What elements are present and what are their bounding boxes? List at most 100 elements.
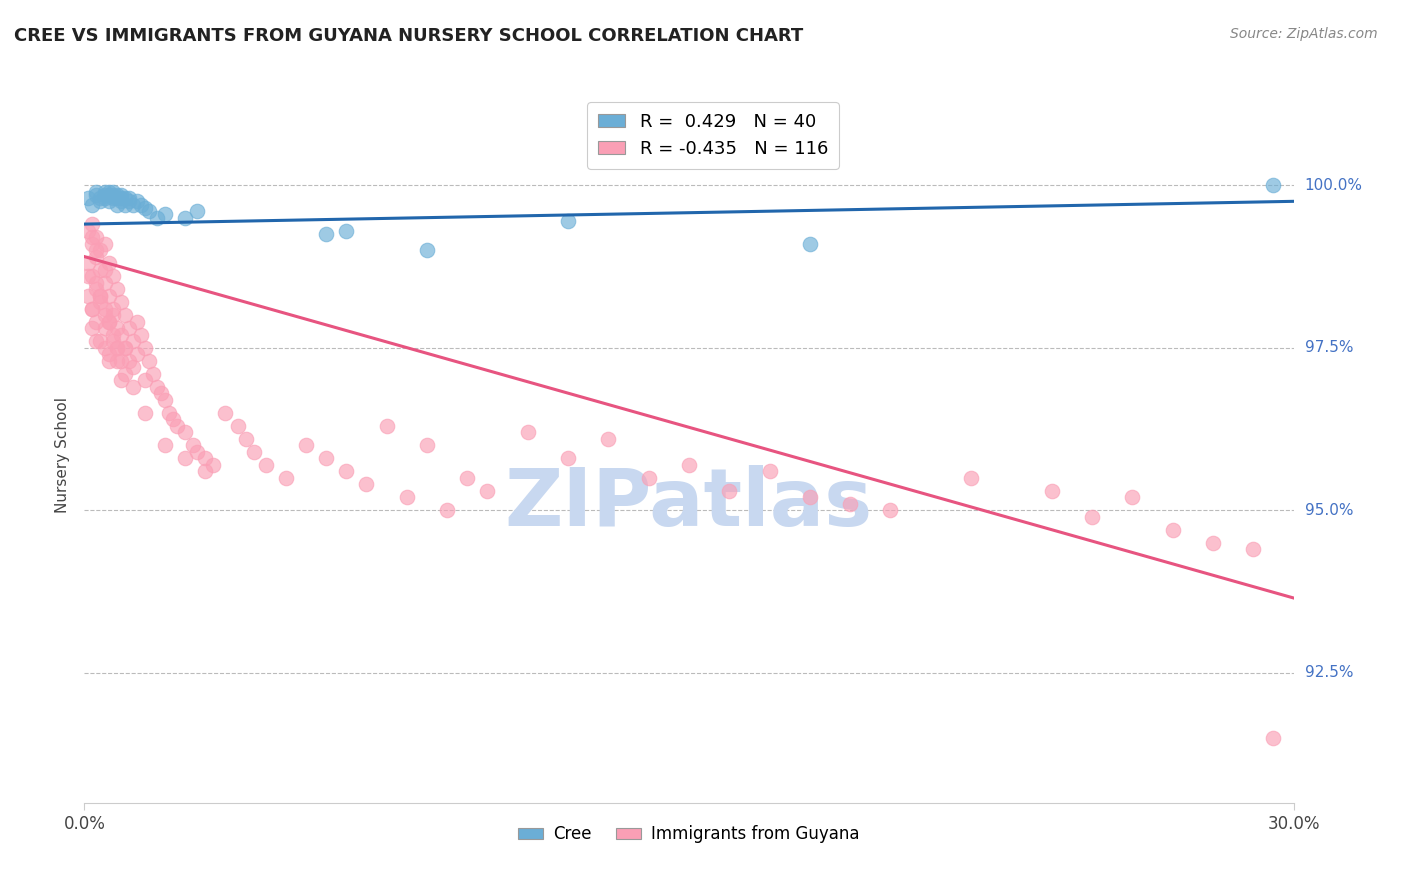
Point (879, 503, 901, 517)
Point (1263, 731, 1285, 745)
Point (110, 187, 132, 202)
Text: 95.0%: 95.0% (1305, 503, 1353, 517)
Point (89, 194, 111, 209)
Point (77, 256, 100, 270)
Point (105, 282, 128, 296)
Point (1081, 509, 1104, 524)
Point (86, 334, 108, 348)
Point (105, 197, 128, 211)
Point (118, 191, 141, 205)
Point (375, 418, 398, 433)
Point (105, 353, 128, 368)
Point (86, 315, 108, 329)
Point (89, 243, 111, 257)
Point (125, 347, 148, 361)
Point (97, 315, 120, 329)
Point (114, 197, 136, 211)
Point (82, 197, 104, 211)
Point (105, 191, 128, 205)
Point (93, 185, 115, 199)
Point (86, 185, 108, 199)
Point (315, 227, 337, 241)
Point (134, 201, 156, 215)
Point (226, 418, 249, 433)
Point (125, 194, 148, 209)
Point (101, 269, 124, 284)
Text: Source: ZipAtlas.com: Source: ZipAtlas.com (1230, 27, 1378, 41)
Point (86, 282, 108, 296)
Point (86, 243, 108, 257)
Point (557, 214, 579, 228)
Point (758, 464, 780, 478)
Point (89, 191, 111, 205)
Point (93, 191, 115, 205)
Text: ZIPatlas: ZIPatlas (505, 465, 873, 542)
Point (93, 341, 115, 355)
Text: CREE VS IMMIGRANTS FROM GUYANA NURSERY SCHOOL CORRELATION CHART: CREE VS IMMIGRANTS FROM GUYANA NURSERY S… (14, 27, 803, 45)
Point (101, 327, 124, 342)
Point (1263, 178, 1285, 192)
Point (194, 464, 217, 478)
Point (138, 353, 160, 368)
Point (678, 458, 700, 472)
Point (89, 262, 111, 277)
Point (125, 315, 148, 329)
Point (114, 308, 136, 322)
Point (110, 194, 132, 209)
Point (86, 230, 108, 244)
Point (202, 458, 225, 472)
Point (1202, 535, 1225, 549)
Point (153, 207, 176, 221)
Point (718, 483, 741, 498)
Point (162, 412, 184, 426)
Point (97, 187, 120, 202)
Point (77, 224, 100, 238)
Point (295, 438, 318, 452)
Point (121, 360, 143, 375)
Point (110, 327, 132, 342)
Point (134, 406, 156, 420)
Point (93, 236, 115, 251)
Point (960, 471, 983, 485)
Point (93, 308, 115, 322)
Point (157, 406, 180, 420)
Text: 92.5%: 92.5% (1305, 665, 1353, 681)
Point (97, 256, 120, 270)
Point (110, 373, 132, 387)
Point (77, 288, 100, 302)
Point (174, 451, 197, 466)
Point (77, 191, 100, 205)
Point (214, 406, 236, 420)
Point (142, 367, 165, 381)
Point (114, 191, 136, 205)
Point (598, 432, 620, 446)
Point (138, 204, 160, 219)
Point (118, 194, 141, 209)
Point (436, 503, 458, 517)
Point (101, 185, 124, 199)
Point (637, 471, 659, 485)
Text: 97.5%: 97.5% (1305, 340, 1353, 355)
Point (101, 308, 124, 322)
Point (97, 185, 120, 199)
Point (194, 451, 217, 466)
Point (89, 295, 111, 310)
Point (82, 217, 104, 231)
Point (799, 236, 821, 251)
Point (97, 288, 120, 302)
Point (101, 191, 124, 205)
Point (395, 490, 418, 504)
Point (181, 438, 204, 452)
Point (97, 194, 120, 209)
Point (166, 418, 188, 433)
Point (129, 197, 152, 211)
Point (82, 301, 104, 316)
Point (1161, 523, 1184, 537)
Point (242, 444, 264, 458)
Point (416, 243, 439, 257)
Point (82, 269, 104, 284)
Point (93, 276, 115, 290)
Point (134, 373, 156, 387)
Point (315, 451, 337, 466)
Point (477, 483, 499, 498)
